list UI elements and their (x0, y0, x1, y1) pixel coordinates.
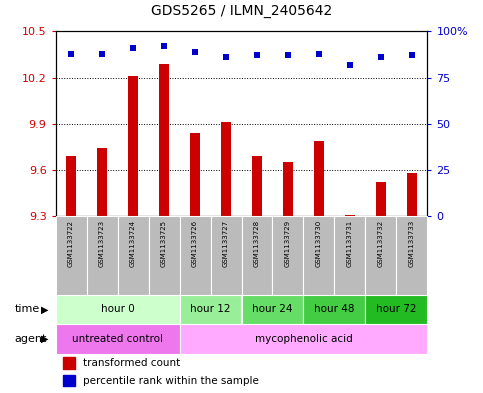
Bar (397, 216, 427, 295)
Text: transformed count: transformed count (83, 358, 180, 368)
Bar (407, 173, 417, 216)
Text: GSM1133730: GSM1133730 (316, 220, 322, 267)
Point (67, 50, 75, 57)
Text: GDS5265 / ILMN_2405642: GDS5265 / ILMN_2405642 (151, 4, 332, 18)
Text: GSM1133725: GSM1133725 (161, 220, 167, 267)
Bar (128, 76, 138, 216)
Bar (242, 216, 272, 295)
Bar (66, 156, 76, 216)
Text: GSM1133732: GSM1133732 (378, 220, 384, 267)
Text: ▶: ▶ (41, 305, 49, 314)
Bar (284, 162, 293, 216)
Text: GSM1133731: GSM1133731 (347, 220, 353, 267)
Bar (86, 216, 117, 295)
Bar (221, 122, 231, 216)
Text: percentile rank within the sample: percentile rank within the sample (83, 376, 258, 386)
Bar (56, 216, 86, 295)
Point (160, 43, 168, 50)
Bar (159, 64, 169, 216)
Text: GSM1133727: GSM1133727 (223, 220, 229, 267)
Point (98, 50, 106, 57)
Text: GSM1133733: GSM1133733 (409, 220, 415, 267)
Bar (366, 295, 427, 324)
Bar (242, 295, 303, 324)
Point (129, 45, 137, 51)
Text: agent: agent (14, 334, 47, 344)
Bar (376, 182, 385, 216)
Text: hour 0: hour 0 (100, 305, 134, 314)
Bar (345, 215, 355, 216)
Bar (366, 216, 397, 295)
Bar (303, 216, 334, 295)
Text: time: time (14, 305, 40, 314)
Bar (56, 324, 180, 354)
Text: GSM1133728: GSM1133728 (254, 220, 260, 267)
Bar (180, 216, 211, 295)
Text: GSM1133722: GSM1133722 (68, 220, 74, 267)
Text: hour 48: hour 48 (314, 305, 355, 314)
Bar (149, 216, 180, 295)
Bar (180, 295, 242, 324)
Bar (190, 133, 199, 216)
Bar (98, 149, 107, 216)
Bar (314, 141, 324, 216)
Point (222, 54, 230, 61)
Bar (334, 216, 366, 295)
Bar (56, 295, 180, 324)
Text: hour 12: hour 12 (190, 305, 231, 314)
Point (346, 62, 354, 68)
Bar (211, 216, 242, 295)
Text: GSM1133724: GSM1133724 (130, 220, 136, 267)
Point (315, 50, 323, 57)
Point (284, 52, 292, 59)
Bar (252, 156, 262, 216)
Text: GSM1133726: GSM1133726 (192, 220, 198, 267)
Bar (63, 357, 75, 369)
Text: hour 72: hour 72 (376, 305, 417, 314)
Text: untreated control: untreated control (72, 334, 163, 344)
Bar (180, 324, 427, 354)
Text: GSM1133729: GSM1133729 (285, 220, 291, 267)
Bar (117, 216, 149, 295)
Bar (63, 375, 75, 386)
Point (377, 54, 385, 61)
Bar (303, 295, 366, 324)
Text: mycophenolic acid: mycophenolic acid (255, 334, 353, 344)
Point (408, 52, 416, 59)
Text: hour 24: hour 24 (252, 305, 293, 314)
Point (191, 49, 199, 55)
Bar (272, 216, 303, 295)
Text: ▶: ▶ (41, 334, 49, 344)
Text: GSM1133723: GSM1133723 (99, 220, 105, 267)
Point (253, 52, 261, 59)
